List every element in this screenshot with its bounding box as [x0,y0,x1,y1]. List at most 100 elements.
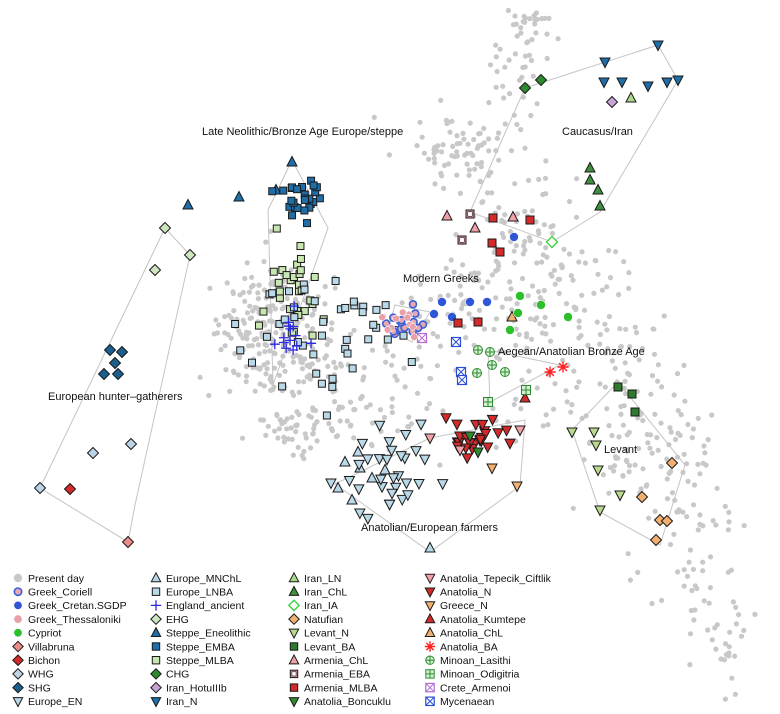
present-day-point [518,127,524,133]
point-europe-lnba [383,335,392,344]
present-day-point [611,463,618,469]
present-day-point [389,396,395,402]
point-europe-en [356,438,369,450]
present-day-point [573,214,580,220]
present-day-point [667,541,674,548]
present-day-point [496,205,502,211]
point-europe-lnba [317,331,326,340]
legend-item-england-ancient: England_ancient [150,600,244,612]
present-day-point [612,365,618,371]
present-day-point [256,282,262,288]
present-day-point [508,148,515,154]
present-day-point [285,436,291,442]
point-ehg [148,263,162,277]
present-day-point [295,379,301,385]
present-day-point [493,444,499,450]
present-day-point [255,342,261,348]
present-day-point [258,417,264,423]
legend-label: Anatolia_ChL [440,628,503,640]
point-greek-thessaloniki [410,333,418,341]
present-day-point [528,336,535,342]
present-day-point [441,185,447,191]
point-europe-lnba [278,382,287,391]
present-day-point [524,40,530,46]
point-shg [108,356,122,370]
present-day-point [496,130,502,136]
point-armenia-chl [469,221,481,233]
present-day-point [497,46,503,52]
present-day-point [312,407,319,414]
point-levant-n [566,427,578,439]
point-europe-en [362,513,374,525]
point-armenia-eba [465,209,475,219]
present-day-point [638,486,644,492]
present-day-point [505,7,511,14]
present-day-point [386,152,392,158]
present-day-point [494,68,500,75]
present-day-point [687,547,694,553]
point-steppe-emba [303,219,312,228]
point-europe-lnba [319,317,328,326]
present-day-point [609,358,616,364]
point-levant-ba [627,389,637,399]
present-day-point [514,301,520,307]
present-day-point [705,627,711,633]
present-day-point [261,362,267,368]
legend-swatch-europe-lnba [151,587,161,596]
present-day-point [406,414,412,420]
present-day-point [447,129,453,135]
present-day-point [361,365,367,371]
present-day-point [537,240,543,246]
legend-swatch-steppe-eneolithic [150,626,162,637]
present-day-point [284,426,290,432]
present-day-point [324,341,330,348]
point-europe-en [396,494,409,507]
present-day-point [529,37,535,43]
present-day-point [597,381,603,387]
point-natufian [649,533,663,547]
point-england-ancient [283,317,294,328]
present-day-point [544,254,550,260]
point-europe-en [353,459,365,471]
present-day-point [618,411,624,417]
present-day-point [526,368,532,374]
present-day-point [618,343,624,350]
present-day-point [636,445,642,452]
point-iran-hotuiiib [605,95,619,109]
present-day-point [431,155,437,162]
present-day-point [384,348,390,354]
legend-swatch-anatolia-chl [424,626,436,637]
point-iran-ln [625,91,637,103]
point-europe-lnba [309,350,318,359]
legend-swatch-europe-mnchl [150,571,162,583]
present-day-point [700,559,706,565]
present-day-point [697,521,703,527]
point-europe-en [343,475,356,488]
present-day-point [627,577,634,583]
point-europe-lnba [300,285,309,294]
point-england-ancient [288,321,299,332]
point-anatolia-n [476,419,489,432]
legend-label: CHG [166,669,189,681]
present-day-point [290,452,296,458]
present-day-point [674,371,681,377]
present-day-point [395,428,401,434]
present-day-point [263,239,269,245]
legend-swatch-iran-ia [287,599,301,612]
present-day-point [491,326,497,332]
present-day-point [536,289,542,295]
legend-swatch-iran-hotuiiib [150,681,162,694]
present-day-point [485,279,491,285]
legend-item-anatolia-boncuklu: Anatolia_Boncuklu [288,696,391,708]
present-day-point [509,307,515,313]
legend-item-present-day: Present day [13,573,85,585]
present-day-point [289,414,295,420]
present-day-point [701,443,707,449]
present-day-point [636,357,642,363]
present-day-point [408,421,414,427]
present-day-point [672,436,679,443]
present-day-point [351,327,357,333]
present-day-point [675,509,681,515]
present-day-point [733,604,739,611]
present-day-point [569,402,575,408]
